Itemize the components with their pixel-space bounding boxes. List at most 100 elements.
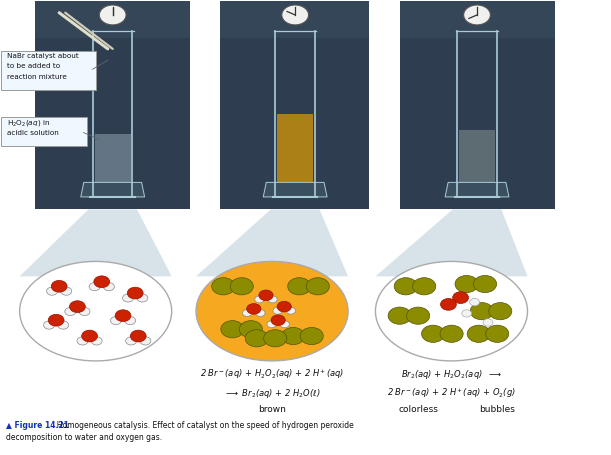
Circle shape bbox=[100, 5, 126, 25]
Circle shape bbox=[267, 321, 276, 328]
Circle shape bbox=[268, 296, 277, 303]
Text: bubbles: bubbles bbox=[479, 405, 515, 414]
Bar bbox=[95, 134, 131, 197]
Circle shape bbox=[256, 309, 265, 316]
Circle shape bbox=[48, 314, 64, 326]
Text: H$_2$O$_2$($aq$) in: H$_2$O$_2$($aq$) in bbox=[7, 118, 51, 128]
Circle shape bbox=[470, 298, 480, 306]
Circle shape bbox=[43, 321, 54, 329]
Circle shape bbox=[140, 337, 151, 345]
Circle shape bbox=[70, 301, 86, 313]
Circle shape bbox=[130, 330, 146, 342]
Circle shape bbox=[282, 5, 309, 25]
Circle shape bbox=[271, 315, 285, 325]
Circle shape bbox=[111, 317, 122, 324]
Polygon shape bbox=[196, 209, 348, 276]
Circle shape bbox=[300, 328, 323, 344]
Circle shape bbox=[440, 325, 463, 342]
Circle shape bbox=[483, 319, 493, 326]
Circle shape bbox=[82, 330, 98, 342]
Text: Homogeneous catalysis. Effect of catalyst on the speed of hydrogen peroxide: Homogeneous catalysis. Effect of catalys… bbox=[53, 421, 354, 430]
Bar bbox=[221, 1, 370, 38]
Circle shape bbox=[255, 296, 264, 303]
Circle shape bbox=[245, 330, 268, 347]
Text: reaction mixture: reaction mixture bbox=[7, 74, 67, 80]
Circle shape bbox=[240, 321, 263, 338]
Ellipse shape bbox=[20, 262, 172, 361]
Circle shape bbox=[103, 283, 114, 291]
Text: ▲ Figure 14.21: ▲ Figure 14.21 bbox=[6, 421, 69, 430]
Circle shape bbox=[125, 317, 136, 324]
Circle shape bbox=[51, 280, 67, 292]
FancyBboxPatch shape bbox=[1, 51, 96, 90]
Text: NaBr catalyst about: NaBr catalyst about bbox=[7, 53, 79, 59]
Circle shape bbox=[77, 337, 88, 345]
Ellipse shape bbox=[196, 262, 348, 361]
Circle shape bbox=[212, 278, 235, 295]
Circle shape bbox=[280, 321, 290, 328]
Circle shape bbox=[79, 308, 90, 316]
Circle shape bbox=[247, 303, 261, 314]
Circle shape bbox=[282, 328, 305, 344]
Circle shape bbox=[123, 294, 134, 302]
Circle shape bbox=[422, 325, 445, 342]
Polygon shape bbox=[375, 209, 527, 276]
Polygon shape bbox=[81, 182, 145, 197]
Bar bbox=[221, 1, 370, 209]
Circle shape bbox=[388, 307, 411, 324]
Circle shape bbox=[221, 321, 244, 338]
Text: to be added to: to be added to bbox=[7, 63, 60, 69]
Text: 2 Br$^-$($aq$) + H$_2$O$_2$($aq$) + 2 H$^+$($aq$): 2 Br$^-$($aq$) + H$_2$O$_2$($aq$) + 2 H$… bbox=[200, 368, 344, 381]
Text: acidic solution: acidic solution bbox=[7, 130, 59, 136]
Text: 2 Br$^-$($aq$) + 2 H$^+$($aq$) + O$_2$($g$): 2 Br$^-$($aq$) + 2 H$^+$($aq$) + O$_2$($… bbox=[387, 387, 516, 400]
Circle shape bbox=[412, 278, 436, 295]
Circle shape bbox=[453, 292, 469, 303]
Circle shape bbox=[406, 307, 430, 324]
Circle shape bbox=[127, 287, 143, 299]
Polygon shape bbox=[20, 209, 172, 276]
Circle shape bbox=[259, 290, 273, 301]
Bar bbox=[400, 1, 555, 38]
Circle shape bbox=[306, 278, 329, 295]
Circle shape bbox=[470, 303, 493, 320]
Circle shape bbox=[46, 287, 57, 295]
Circle shape bbox=[230, 278, 254, 295]
Circle shape bbox=[65, 308, 76, 316]
Circle shape bbox=[462, 310, 472, 317]
Text: $\longrightarrow$ Br$_2$($aq$) + 2 H$_2$O($\ell$): $\longrightarrow$ Br$_2$($aq$) + 2 H$_2$… bbox=[224, 387, 320, 399]
Circle shape bbox=[394, 278, 417, 295]
Circle shape bbox=[264, 330, 287, 347]
Circle shape bbox=[94, 276, 109, 288]
Circle shape bbox=[486, 325, 509, 342]
Circle shape bbox=[115, 310, 131, 322]
Polygon shape bbox=[445, 182, 509, 197]
Circle shape bbox=[126, 337, 137, 345]
Circle shape bbox=[273, 307, 282, 314]
Text: colorless: colorless bbox=[398, 405, 438, 414]
Text: decomposition to water and oxygen gas.: decomposition to water and oxygen gas. bbox=[6, 433, 163, 442]
Circle shape bbox=[89, 283, 100, 291]
Circle shape bbox=[137, 294, 148, 302]
Circle shape bbox=[277, 301, 291, 312]
Circle shape bbox=[467, 325, 490, 342]
Bar bbox=[400, 1, 555, 209]
Circle shape bbox=[464, 5, 491, 25]
Polygon shape bbox=[263, 182, 327, 197]
Circle shape bbox=[474, 275, 497, 293]
Ellipse shape bbox=[375, 262, 527, 361]
Circle shape bbox=[61, 287, 71, 295]
Circle shape bbox=[58, 321, 68, 329]
Bar bbox=[459, 131, 495, 197]
Bar bbox=[35, 1, 190, 38]
FancyBboxPatch shape bbox=[1, 116, 87, 146]
Text: brown: brown bbox=[258, 405, 286, 414]
Bar bbox=[277, 114, 313, 197]
Circle shape bbox=[288, 278, 311, 295]
Bar bbox=[35, 1, 190, 209]
Circle shape bbox=[441, 298, 456, 310]
Text: Br$_2$($aq$) + H$_2$O$_2$($aq$)  $\longrightarrow$: Br$_2$($aq$) + H$_2$O$_2$($aq$) $\longri… bbox=[401, 368, 502, 381]
Circle shape bbox=[286, 307, 296, 314]
Circle shape bbox=[455, 275, 478, 293]
Circle shape bbox=[91, 337, 102, 345]
Circle shape bbox=[243, 309, 252, 316]
